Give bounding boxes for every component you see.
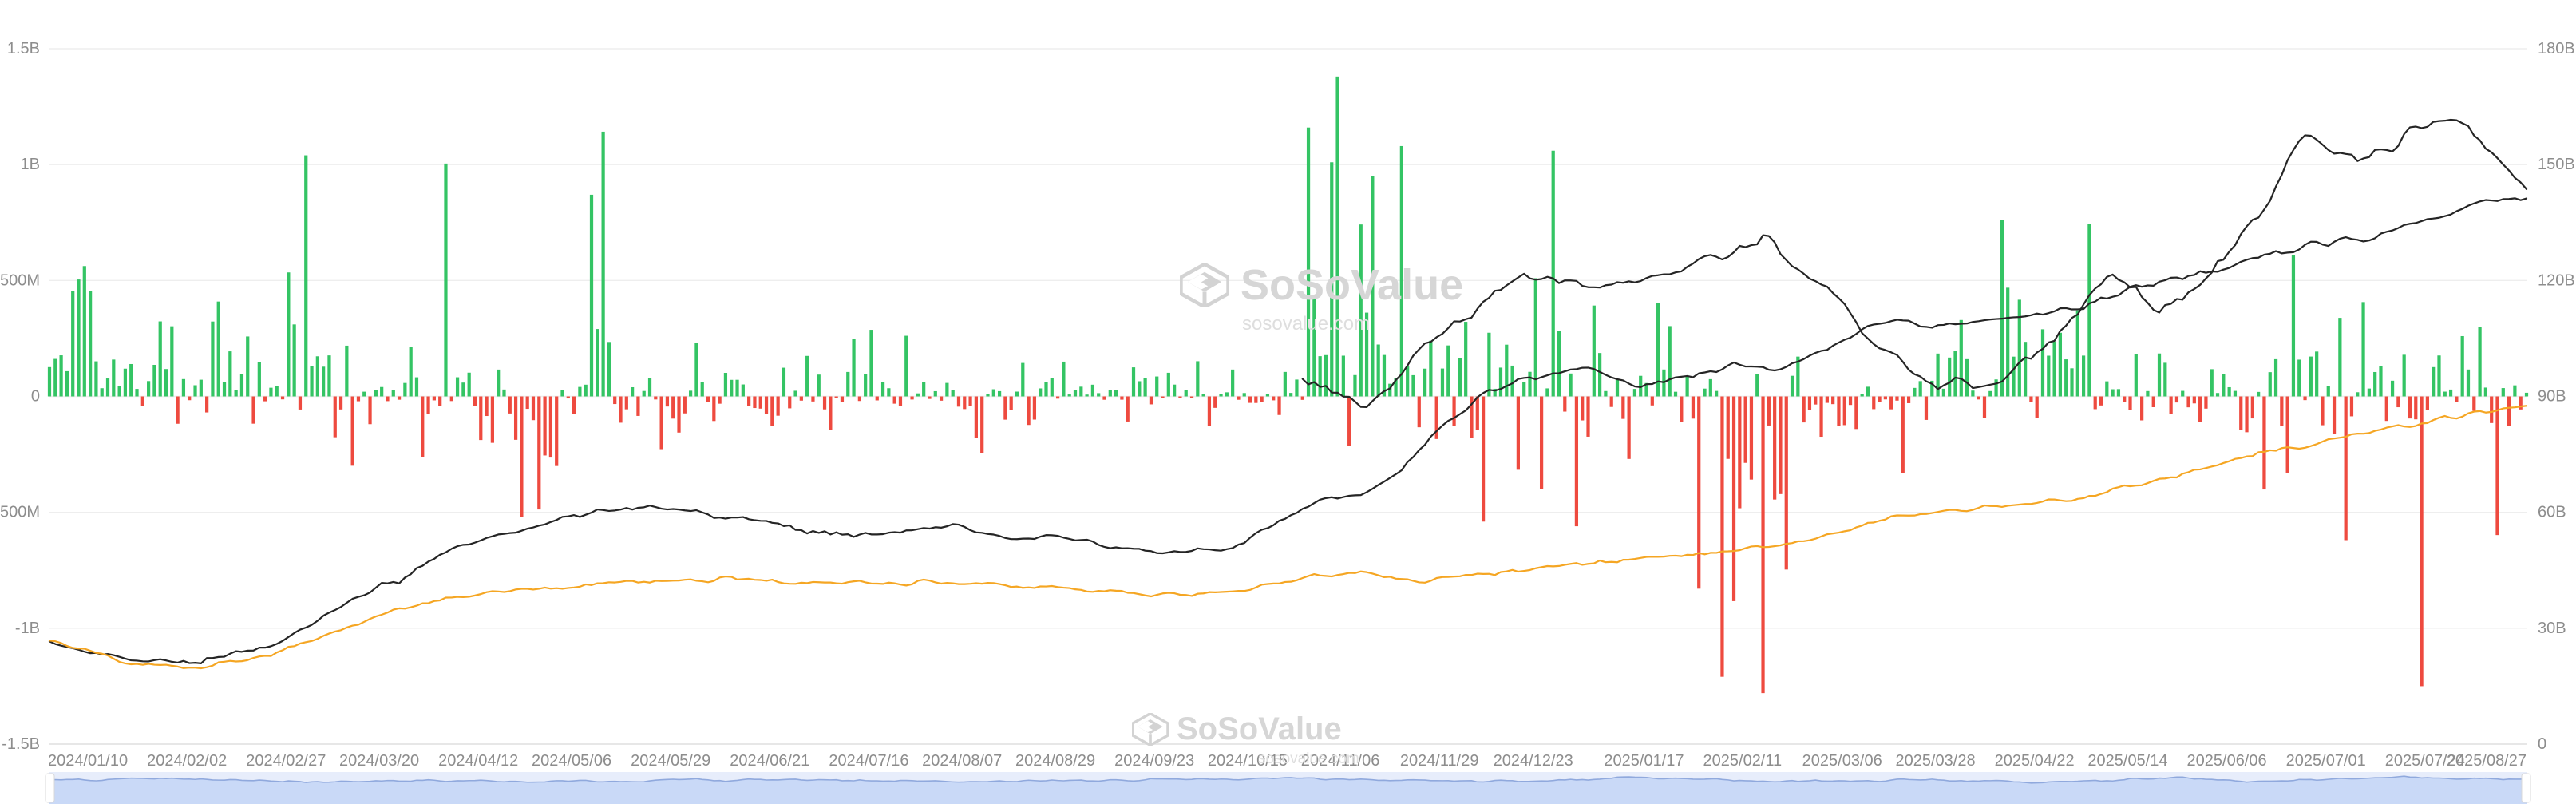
svg-text:0: 0 bbox=[2538, 735, 2546, 753]
svg-text:2025/05/14: 2025/05/14 bbox=[2087, 752, 2167, 770]
svg-text:120B: 120B bbox=[2538, 271, 2575, 289]
svg-text:2024/08/29: 2024/08/29 bbox=[1015, 752, 1095, 770]
svg-text:2025/03/28: 2025/03/28 bbox=[1895, 752, 1975, 770]
svg-text:2024/07/16: 2024/07/16 bbox=[829, 752, 908, 770]
svg-text:2025/04/22: 2025/04/22 bbox=[1995, 752, 2075, 770]
svg-text:2025/02/11: 2025/02/11 bbox=[1703, 752, 1783, 770]
svg-text:180B: 180B bbox=[2538, 40, 2575, 57]
svg-text:1.5B: 1.5B bbox=[7, 40, 40, 57]
svg-text:2024/11/06: 2024/11/06 bbox=[1301, 752, 1380, 770]
svg-text:2024/03/20: 2024/03/20 bbox=[339, 752, 419, 770]
svg-text:-1B: -1B bbox=[15, 620, 40, 637]
svg-text:2025/03/06: 2025/03/06 bbox=[1802, 752, 1882, 770]
svg-text:150B: 150B bbox=[2538, 156, 2575, 173]
svg-text:2024/01/10: 2024/01/10 bbox=[48, 752, 128, 770]
svg-text:2024/11/29: 2024/11/29 bbox=[1400, 752, 1479, 770]
svg-text:2024/05/06: 2024/05/06 bbox=[532, 752, 611, 770]
svg-text:-1.5B: -1.5B bbox=[2, 735, 40, 753]
svg-text:1B: 1B bbox=[21, 156, 40, 173]
svg-text:2024/06/21: 2024/06/21 bbox=[730, 752, 809, 770]
svg-text:2025/07/01: 2025/07/01 bbox=[2286, 752, 2366, 770]
svg-text:0: 0 bbox=[31, 388, 40, 406]
svg-text:2025/08/27: 2025/08/27 bbox=[2447, 752, 2527, 770]
svg-text:60B: 60B bbox=[2538, 504, 2566, 521]
svg-text:2024/08/07: 2024/08/07 bbox=[922, 752, 1002, 770]
svg-text:2024/02/02: 2024/02/02 bbox=[147, 752, 227, 770]
svg-text:500M: 500M bbox=[0, 271, 40, 289]
svg-text:90B: 90B bbox=[2538, 388, 2566, 406]
svg-text:2024/05/29: 2024/05/29 bbox=[631, 752, 710, 770]
svg-text:2025/01/17: 2025/01/17 bbox=[1604, 752, 1684, 770]
svg-text:2025/06/06: 2025/06/06 bbox=[2187, 752, 2267, 770]
svg-text:2024/10/15: 2024/10/15 bbox=[1208, 752, 1288, 770]
svg-text:30B: 30B bbox=[2538, 620, 2566, 637]
svg-text:2024/09/23: 2024/09/23 bbox=[1114, 752, 1194, 770]
svg-text:2024/04/12: 2024/04/12 bbox=[438, 752, 518, 770]
svg-text:-500M: -500M bbox=[0, 504, 40, 521]
svg-text:2024/02/27: 2024/02/27 bbox=[246, 752, 326, 770]
svg-text:2024/12/23: 2024/12/23 bbox=[1494, 752, 1573, 770]
